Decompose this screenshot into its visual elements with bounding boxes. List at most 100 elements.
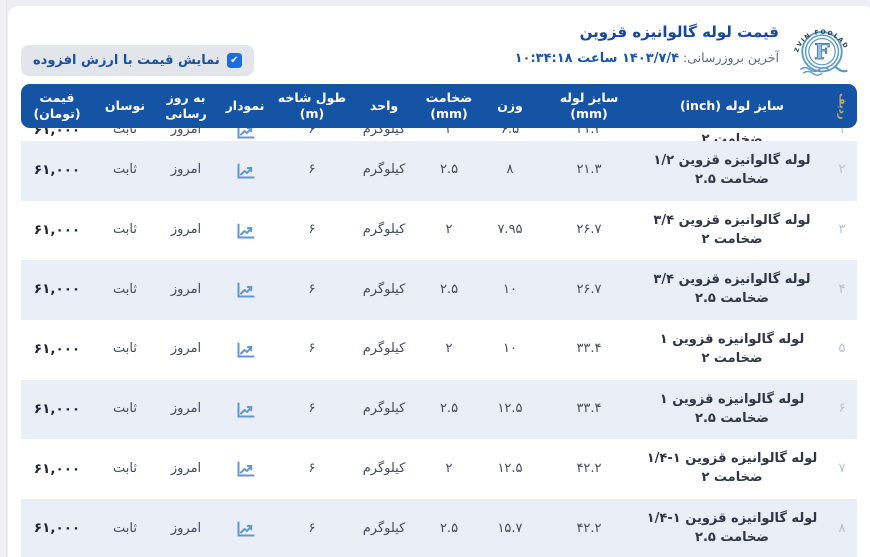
cell-row: ۱ <box>838 128 846 138</box>
header-cell-length: طول شاخه (m) <box>277 89 347 121</box>
cell-size-mm: ۲۶.۷ <box>576 281 602 297</box>
table-header-row: ردیف سایز لوله (inch) سایز لوله (mm) وزن… <box>21 84 857 128</box>
table-row: ۲ لوله گالوانیزه قزوین ۱/۲ ضخامت ۲.۵ ۲۱.۳ ۸… <box>21 141 857 201</box>
table-body: ۲ لوله گالوانیزه قزوین ۱/۲ ضخامت ۲.۵ ۲۱.۳ ۸… <box>21 141 857 557</box>
cell-unit: کیلوگرم <box>362 162 406 178</box>
chart-link-button[interactable] <box>234 220 256 242</box>
cell-row: ۵ <box>838 341 846 357</box>
table-row: ۸ لوله گالوانیزه قزوین ۱-۱/۴ ضخامت ۲.۵ ۴۲.… <box>21 499 857 557</box>
cell-length: ۶ <box>308 128 316 138</box>
cell-chart <box>215 141 275 201</box>
cell-updated: امروز <box>170 162 202 178</box>
vat-toggle-label: نمایش قیمت با ارزش افزوده <box>33 53 220 68</box>
cell-size-mm: ۳۳.۴ <box>576 401 602 417</box>
cell-thickness: ۲.۵ <box>439 162 459 178</box>
cell-length: ۶ <box>308 520 316 536</box>
page-header: F QAZVIN FOOLAD CO قیمت لوله گالوانیزه ق… <box>21 9 857 78</box>
header-cell-weight: وزن <box>497 97 523 113</box>
cell-thickness: ۲.۵ <box>439 520 459 536</box>
table-row: ۶ لوله گالوانیزه قزوین ۱ ضخامت ۲.۵ ۳۳.۴ ۱۲.… <box>21 379 857 440</box>
header-cell-unit: واحد <box>369 97 399 113</box>
header-cell-price: قیمت (تومان) <box>33 89 81 121</box>
header-cell-size-inch: سایز لوله (inch) <box>680 97 784 113</box>
cell-unit: کیلوگرم <box>362 460 406 476</box>
cell-unit: کیلوگرم <box>362 281 406 297</box>
chart-link-button[interactable] <box>234 518 256 540</box>
cell-unit: کیلوگرم <box>362 520 406 536</box>
vat-checkbox-checked-icon[interactable]: ✔ <box>226 53 242 68</box>
cell-weight: ۱۵.۷ <box>497 520 523 536</box>
company-logo: F QAZVIN FOOLAD CO <box>785 9 857 78</box>
line-chart-icon <box>237 461 255 477</box>
content-card: F QAZVIN FOOLAD CO قیمت لوله گالوانیزه ق… <box>8 6 870 557</box>
cell-thickness: ۲ <box>445 128 453 138</box>
cell-change: ثابت <box>113 401 137 417</box>
chart-link-button[interactable] <box>234 279 256 301</box>
cell-change: ثابت <box>113 281 137 297</box>
chart-link-button[interactable] <box>234 160 256 182</box>
cell-size-mm: ۳۳.۴ <box>576 341 602 357</box>
cell-name: لوله گالوانیزه قزوین ۳/۴ ضخامت ۲.۵ <box>653 272 811 307</box>
cell-size-mm: ۲۶.۷ <box>576 222 602 238</box>
cell-weight: ۸ <box>506 162 514 178</box>
cell-chart <box>215 499 275 557</box>
cell-chart <box>215 439 275 499</box>
cell-price: ۶۱,۰۰۰ <box>33 460 81 477</box>
row-partial-clipped: ۱ لوله گالوانیزه قزوین ۱/۲ ضخامت ۲ ۲۱.۳ ۶.۵… <box>21 128 857 141</box>
logo-seal-icon: F QAZVIN FOOLAD CO <box>785 9 851 76</box>
cell-change: ثابت <box>113 341 137 357</box>
last-update: آخرین بروزرسانی: ۱۴۰۳/۷/۴ ساعت ۱۰:۳۴:۱۸ <box>515 50 779 66</box>
cell-size-mm: ۲۱.۳ <box>576 162 602 178</box>
cell-weight: ۱۲.۵ <box>497 401 523 417</box>
cell-updated: امروز <box>170 460 202 476</box>
chart-link-button[interactable] <box>234 339 256 361</box>
cell-price: ۶۱,۰۰۰ <box>33 281 81 298</box>
cell-length: ۶ <box>308 162 316 178</box>
line-chart-icon <box>237 223 255 239</box>
cell-chart <box>215 201 275 261</box>
chart-link-button[interactable] <box>234 128 256 141</box>
cell-thickness: ۲.۵ <box>439 401 459 417</box>
line-chart-icon <box>237 342 255 358</box>
vat-toggle-button[interactable]: ✔ نمایش قیمت با ارزش افزوده <box>21 45 254 76</box>
line-chart-icon <box>237 282 255 298</box>
cell-row: ۸ <box>838 520 846 536</box>
cell-length: ۶ <box>308 281 316 297</box>
cell-thickness: ۲ <box>445 460 453 476</box>
cell-updated: امروز <box>170 128 202 138</box>
table-row: ۴ لوله گالوانیزه قزوین ۳/۴ ضخامت ۲.۵ ۲۶.۷ ۱… <box>21 260 857 321</box>
cell-chart <box>215 380 275 440</box>
cell-name: لوله گالوانیزه قزوین ۱/۲ ضخامت ۲.۵ <box>653 153 811 187</box>
cell-size-mm: ۴۲.۲ <box>576 460 602 476</box>
cell-row: ۳ <box>838 222 846 238</box>
cell-change: ثابت <box>113 128 137 138</box>
page-scrollbar-track[interactable] <box>0 0 7 557</box>
cell-size-mm: ۴۲.۲ <box>576 520 602 536</box>
cell-weight: ۱۲.۵ <box>497 460 523 476</box>
cell-thickness: ۲ <box>445 341 453 357</box>
cell-unit: کیلوگرم <box>362 128 406 138</box>
cell-price: ۶۱,۰۰۰ <box>33 400 81 417</box>
cell-size-mm: ۲۱.۳ <box>576 128 602 138</box>
line-chart-icon <box>237 128 255 139</box>
chart-link-button[interactable] <box>234 458 256 480</box>
cell-price: ۶۱,۰۰۰ <box>33 162 81 179</box>
cell-name: لوله گالوانیزه قزوین ۱-۱/۴ ضخامت ۲ <box>646 451 818 486</box>
cell-length: ۶ <box>308 222 316 238</box>
cell-chart <box>215 320 275 380</box>
cell-updated: امروز <box>170 520 202 536</box>
cell-weight: ۷.۹۵ <box>497 222 523 238</box>
header-cell-row-number: ردیف <box>836 92 848 120</box>
line-chart-icon <box>237 521 255 537</box>
line-chart-icon <box>237 163 255 179</box>
cell-row: ۶ <box>838 401 846 417</box>
cell-chart <box>215 260 275 320</box>
cell-price: ۶۱,۰۰۰ <box>33 128 81 139</box>
svg-text:F: F <box>814 40 830 65</box>
table-row: ۵ لوله گالوانیزه قزوین ۱ ضخامت ۲ ۳۳.۴ ۱۰ ۲ کی… <box>21 320 857 380</box>
table-row: ۳ لوله گالوانیزه قزوین ۳/۴ ضخامت ۲ ۲۶.۷ ۷.۹… <box>21 201 857 261</box>
chart-link-button[interactable] <box>234 399 256 421</box>
cell-weight: ۶.۵ <box>500 128 520 138</box>
cell-change: ثابت <box>113 520 137 536</box>
header-cell-change: نوسان <box>104 97 146 113</box>
